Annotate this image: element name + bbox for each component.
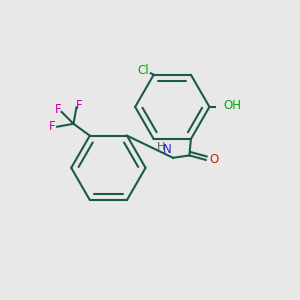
Text: F: F	[76, 98, 83, 112]
Text: OH: OH	[224, 99, 242, 112]
Text: H: H	[157, 142, 166, 152]
Text: Cl: Cl	[137, 64, 149, 77]
Text: O: O	[209, 153, 218, 167]
Text: F: F	[55, 103, 62, 116]
Text: F: F	[49, 120, 55, 133]
Text: N: N	[163, 143, 172, 156]
